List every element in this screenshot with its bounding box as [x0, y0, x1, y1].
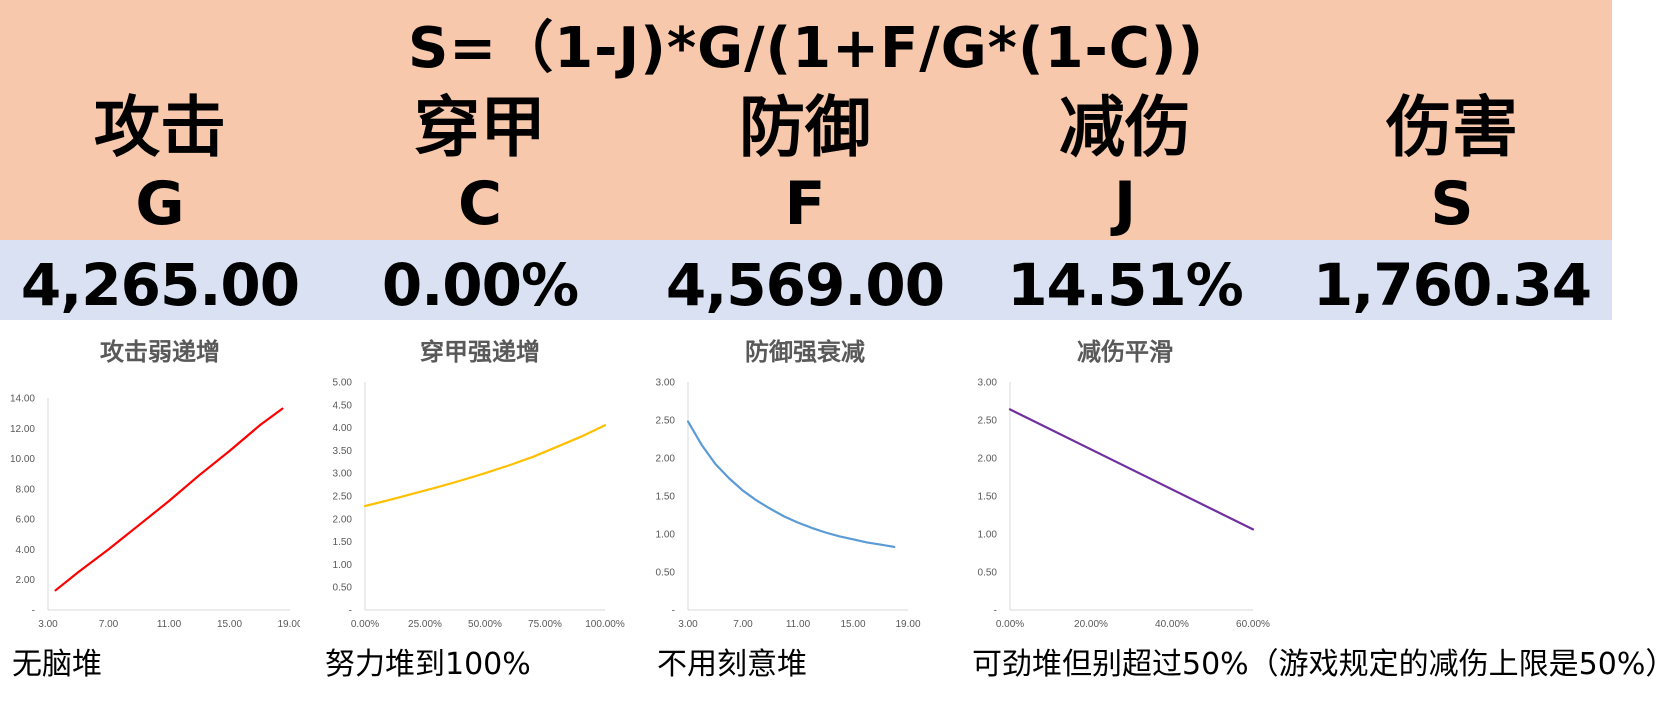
y-tick-label: 1.00: [333, 560, 353, 571]
x-tick-label: 100.00%: [585, 619, 625, 630]
y-tick-label: -: [672, 606, 675, 617]
column-value: 4,265.00: [20, 251, 300, 319]
column-value: 14.51%: [1007, 251, 1244, 319]
chart-reduction-svg: - 0.50 1.00 1.50 2.00 2.50 3.00 0.00% 20.00% 40.0…: [978, 378, 1271, 631]
y-tick-label: 12.00: [10, 424, 35, 435]
chart-attack-svg: - 2.00 4.00 6.00 8.00 10.00 12.00 14.00 3.00 7.00…: [10, 394, 303, 631]
chart-title-defense: 防御强衰减: [745, 338, 865, 366]
x-tick-label: 25.00%: [408, 619, 442, 630]
y-tick-label: 1.00: [656, 530, 676, 541]
damage-formula: S=（1-J)*G/(1+F/G*(1-C)): [407, 16, 1205, 81]
note-attack: 无脑堆: [12, 647, 102, 682]
note-reduction: 可劲堆但别超过50%（游戏规定的减伤上限是50%）: [972, 647, 1676, 682]
chart-defense-svg: - 0.50 1.00 1.50 2.00 2.50 3.00 3.00 7.00 11.00 15…: [656, 378, 921, 631]
column-value: 1,760.34: [1312, 251, 1592, 319]
y-tick-label: 2.00: [333, 514, 353, 525]
column-symbol: C: [457, 169, 503, 239]
y-tick-label: 1.00: [978, 530, 998, 541]
chart-attack: - 2.00 4.00 6.00 8.00 10.00 12.00 14.00 3.00 7.00…: [0, 370, 303, 644]
note-penetration: 努力堆到100%: [325, 647, 531, 682]
column-value: 0.00%: [381, 251, 579, 319]
y-tick-label: 4.50: [333, 400, 353, 411]
y-tick-label: 3.00: [656, 378, 676, 389]
chart-title-penetration: 穿甲强递增: [420, 338, 540, 366]
y-tick-label: 2.50: [333, 492, 353, 503]
series-line: [686, 420, 896, 548]
y-tick-label: 10.00: [10, 454, 35, 465]
x-tick-label: 20.00%: [1074, 619, 1108, 630]
column-name: 伤害: [1386, 89, 1518, 166]
x-tick-label: 75.00%: [528, 619, 562, 630]
column-symbol: S: [1430, 169, 1474, 239]
y-tick-label: 3.50: [333, 446, 353, 457]
y-tick-label: 0.50: [333, 583, 353, 594]
x-tick-label: 3.00: [678, 619, 698, 630]
chart-reduction: - 0.50 1.00 1.50 2.00 2.50 3.00 0.00% 20.00% 40.0…: [965, 370, 1275, 644]
column-name: 防御: [739, 89, 871, 166]
x-tick-label: 15.00: [217, 619, 242, 630]
x-tick-label: 50.00%: [468, 619, 502, 630]
y-tick-label: 14.00: [10, 394, 35, 405]
y-tick-label: 4.00: [16, 545, 36, 556]
x-tick-label: 0.00%: [996, 619, 1024, 630]
y-tick-label: 2.50: [978, 416, 998, 427]
chart-penetration: - 0.50 1.00 1.50 2.00 2.50 3.00 3.50 4.00 4.50 5.0…: [320, 370, 630, 644]
y-tick-label: 2.00: [656, 454, 676, 465]
column-symbol: F: [784, 169, 826, 239]
x-tick-label: 11.00: [786, 619, 811, 630]
y-tick-label: 5.00: [333, 378, 353, 389]
x-tick-label: 3.00: [38, 619, 58, 630]
x-tick-label: 60.00%: [1236, 619, 1270, 630]
y-tick-label: -: [349, 606, 352, 617]
series-line: [1008, 408, 1255, 531]
y-tick-label: 0.50: [978, 568, 998, 579]
chart-penetration-svg: - 0.50 1.00 1.50 2.00 2.50 3.00 3.50 4.00 4.50 5.0…: [333, 378, 625, 631]
series-line: [363, 424, 607, 508]
note-defense: 不用刻意堆: [657, 647, 807, 682]
y-tick-label: -: [32, 606, 35, 617]
y-tick-label: 1.50: [333, 537, 353, 548]
x-tick-label: 15.00: [840, 619, 865, 630]
y-tick-label: -: [994, 606, 997, 617]
values-band: [0, 240, 1612, 320]
x-tick-label: 7.00: [99, 619, 119, 630]
column-value: 4,569.00: [665, 251, 945, 319]
y-tick-label: 2.00: [16, 575, 36, 586]
y-tick-label: 6.00: [16, 515, 36, 526]
x-tick-label: 7.00: [733, 619, 753, 630]
x-tick-label: 19.00: [895, 619, 920, 630]
y-tick-label: 3.00: [333, 469, 353, 480]
header-band: [0, 0, 1612, 240]
series-line: [54, 407, 284, 592]
column-name: 减伤: [1059, 89, 1191, 166]
chart-defense: - 0.50 1.00 1.50 2.00 2.50 3.00 3.00 7.00 11.00 15…: [645, 370, 945, 644]
y-tick-label: 0.50: [656, 568, 676, 579]
chart-title-attack: 攻击弱递增: [100, 338, 220, 366]
x-tick-label: 0.00%: [351, 619, 379, 630]
y-tick-label: 1.50: [978, 492, 998, 503]
column-symbol: J: [1113, 169, 1137, 239]
y-tick-label: 2.50: [656, 416, 676, 427]
x-tick-label: 11.00: [157, 619, 182, 630]
y-tick-label: 8.00: [16, 484, 36, 495]
y-tick-label: 4.00: [333, 423, 353, 434]
y-tick-label: 3.00: [978, 378, 998, 389]
x-tick-label: 40.00%: [1155, 619, 1189, 630]
y-tick-label: 1.50: [656, 492, 676, 503]
column-name: 穿甲: [414, 89, 546, 166]
x-tick-label: 19.00: [277, 619, 300, 630]
y-tick-label: 2.00: [978, 454, 998, 465]
column-name: 攻击: [94, 89, 226, 166]
chart-title-reduction: 减伤平滑: [1077, 338, 1173, 366]
column-symbol: G: [135, 169, 185, 239]
